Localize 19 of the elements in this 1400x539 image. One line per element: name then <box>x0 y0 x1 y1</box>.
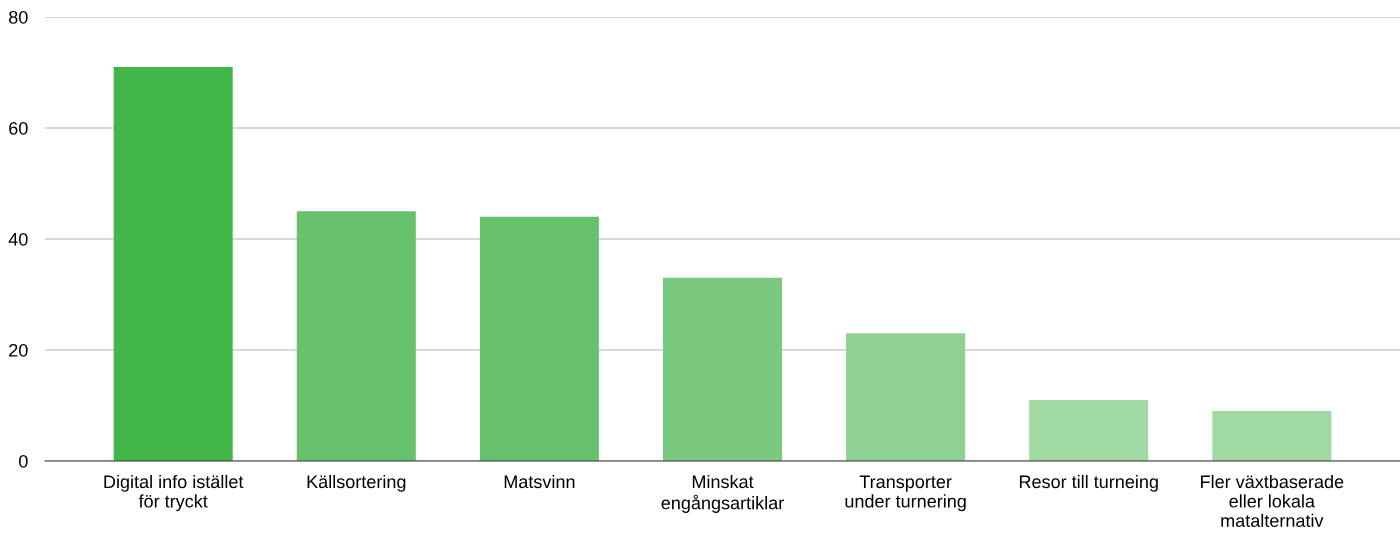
bar <box>846 333 966 461</box>
bar <box>1212 411 1332 461</box>
x-tick-label: Fler växtbaserade eller lokala matalternativ <box>1201 474 1344 528</box>
bar <box>113 66 233 461</box>
x-tick-label: Källsortering <box>307 474 406 492</box>
x-tick-label: Resor till turneing <box>1019 474 1158 492</box>
bar <box>296 211 416 461</box>
y-tick-label: 60 <box>9 121 28 135</box>
y-tick-label: 40 <box>8 232 28 246</box>
x-tick-label: Transporter under turnering <box>845 475 966 512</box>
bar <box>662 277 783 461</box>
bar <box>479 216 599 461</box>
y-tick-label: 80 <box>9 10 28 24</box>
y-tick-label: 0 <box>19 454 28 468</box>
x-tick-label: Digital info istället för tryckt <box>104 474 244 512</box>
y-tick-label: 20 <box>9 343 28 357</box>
x-tick-label: Matsvinn <box>504 474 575 489</box>
x-tick-label: Minskat engångsartiklar <box>661 474 784 513</box>
bar <box>1029 399 1149 461</box>
